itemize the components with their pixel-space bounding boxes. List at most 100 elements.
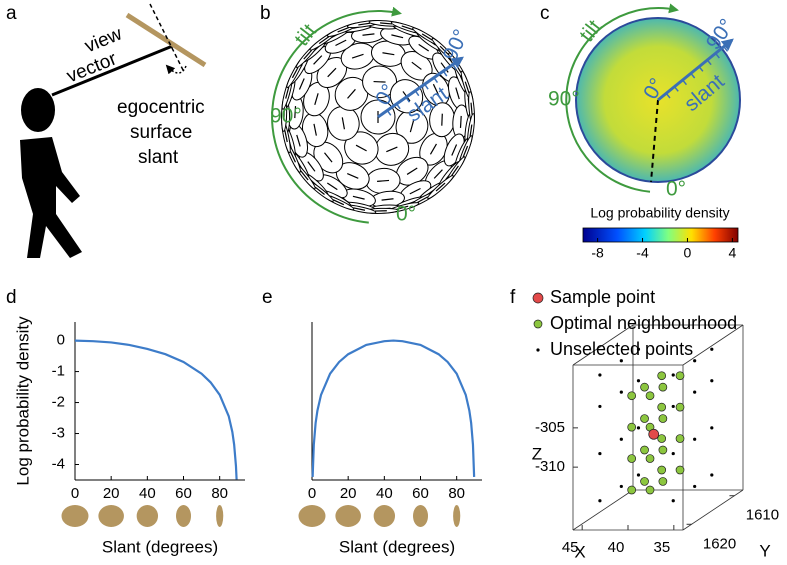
tilt-0: 0°	[666, 178, 686, 201]
panel-b: b tilt 90° 0° 0° slant 90°	[260, 3, 475, 226]
x-axis-label: Slant (degrees)	[102, 537, 218, 556]
x-axis-label: Slant (degrees)	[339, 537, 455, 556]
point	[636, 473, 641, 477]
glyph-needle	[347, 88, 356, 99]
point	[693, 359, 697, 363]
point	[640, 382, 649, 392]
y-tick-label: -1	[52, 363, 65, 380]
x-tick-label: 20	[340, 485, 357, 502]
head	[21, 88, 55, 132]
glyph-needle	[421, 33, 433, 41]
glyph-needle	[459, 115, 462, 128]
glyph-needle	[451, 144, 458, 156]
glyph-needle	[377, 179, 390, 182]
slant-glyph	[61, 505, 89, 527]
glyph-needle	[433, 169, 443, 179]
glyph-needle	[417, 196, 429, 204]
y-axis-label: Log probability density	[13, 316, 32, 486]
y-tick-label: 1610	[746, 507, 779, 524]
glyph-needle	[353, 207, 366, 211]
glyph-needle	[298, 78, 305, 90]
box-edge	[572, 489, 634, 531]
line-series	[74, 339, 238, 480]
point	[648, 428, 660, 440]
glyph-needle	[291, 66, 299, 79]
body	[20, 137, 82, 258]
glyph-needle	[380, 22, 393, 25]
point	[675, 371, 685, 381]
glyph-needle	[373, 80, 386, 83]
legend-marker	[536, 348, 540, 352]
glyph	[429, 102, 455, 138]
point	[658, 382, 668, 392]
box-edge	[572, 324, 634, 366]
colorbar-tick-label: -4	[636, 245, 649, 261]
charts: d 0 20 40 60 80 0 -1 -2 -3 -4 Slant (degrees) Log pr…	[6, 287, 779, 562]
point	[710, 379, 714, 383]
x-tick-label: 45	[562, 539, 579, 556]
slant-axis	[377, 56, 464, 119]
point	[671, 404, 675, 409]
glyph-needle	[391, 34, 404, 39]
glyph-needle	[362, 33, 375, 36]
glyph	[395, 108, 429, 144]
label-text: egocentric	[117, 97, 205, 118]
colorbar	[582, 227, 739, 243]
glyph-needle	[296, 134, 301, 147]
panel-label: d	[6, 287, 17, 308]
x-tick-label: 80	[211, 485, 228, 502]
z-axis-label: Z	[532, 444, 542, 463]
slant-tick	[723, 46, 729, 52]
glyph-needle	[326, 182, 338, 191]
colorbar-ticks: -8 -4 0 4	[591, 238, 736, 261]
panel-label: e	[262, 287, 273, 308]
point	[675, 465, 685, 475]
box-edge	[682, 324, 744, 366]
glyph-needle	[464, 81, 470, 94]
point	[598, 499, 602, 503]
y-tick-label: 1620	[703, 535, 736, 552]
z-tick-label: -305	[535, 419, 565, 436]
point	[693, 437, 697, 441]
glyph-needle	[429, 143, 437, 155]
x-axis-label: X	[574, 542, 585, 561]
point	[658, 477, 668, 486]
colorbar-tick-label: -8	[591, 245, 604, 261]
slant-tick	[682, 79, 688, 86]
glyph-needle	[381, 198, 394, 201]
glyph-needle	[440, 62, 449, 73]
glyph-needle	[355, 144, 367, 152]
point	[671, 451, 675, 456]
point	[671, 499, 675, 503]
glyph-needle	[351, 53, 364, 59]
slant-arrow	[165, 64, 187, 75]
x-tick-label: 0	[71, 485, 79, 502]
y-axis-label: Y	[759, 541, 770, 560]
glyph-needle	[435, 182, 446, 192]
label-text: slant	[138, 147, 179, 168]
glyph-needle	[294, 106, 297, 119]
panel-label: f	[510, 287, 516, 308]
panel-label: a	[6, 3, 17, 24]
slant-glyph	[413, 505, 429, 527]
point	[645, 391, 655, 401]
point	[710, 473, 714, 477]
x-tick-label: 0	[308, 485, 316, 502]
point	[675, 402, 685, 412]
point	[658, 445, 668, 455]
glyph-needle	[303, 49, 313, 60]
glyph-needle	[347, 173, 359, 179]
slant-tick	[452, 64, 457, 70]
tilt-0: 0°	[396, 203, 416, 226]
glyphs	[281, 20, 475, 214]
legend-label: Unselected points	[550, 339, 693, 359]
x-tick-label: 80	[448, 485, 465, 502]
y-tick-label: -2	[52, 394, 65, 411]
point	[640, 477, 649, 486]
glyph-needle	[409, 120, 415, 133]
point	[636, 426, 641, 430]
glyph-needle	[411, 61, 422, 70]
glyph-needle	[470, 102, 473, 115]
glyph-needle	[313, 55, 323, 65]
